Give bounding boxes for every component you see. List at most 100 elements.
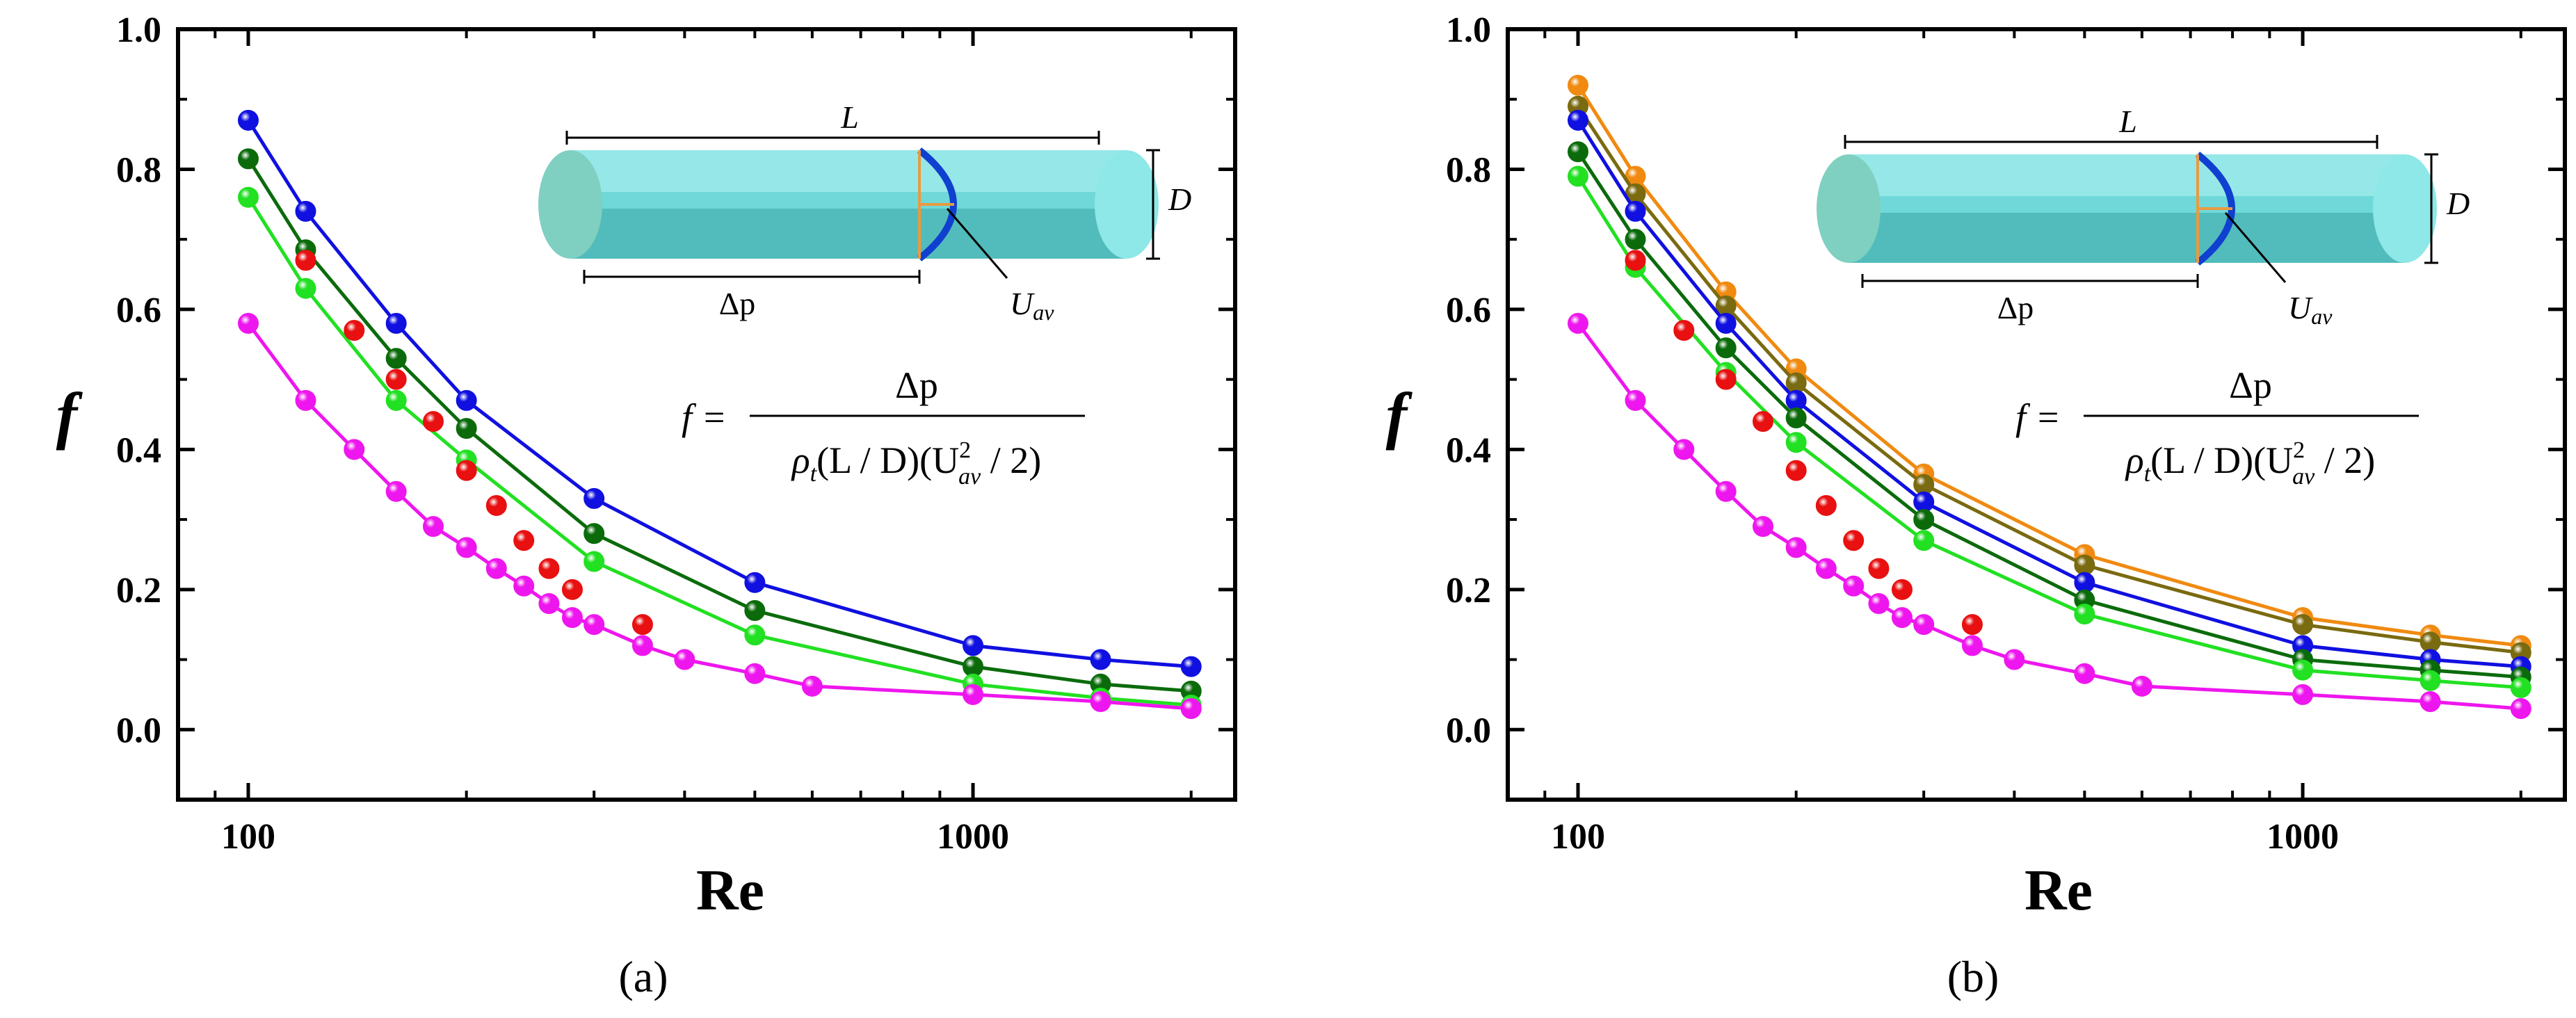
data-point [963,656,984,677]
data-point [1891,579,1913,600]
series-line [246,196,1191,707]
inset-pressure-label: Δp [1997,290,2034,325]
data-point [2510,698,2531,720]
panel-b: 0.0 0.2 0.4 0.6 0.8 1.0 100 1000 L D Δp Uav [1386,10,2567,1001]
data-point [744,600,766,622]
y-axis-title: f [1386,380,1413,451]
friction-equation: f = Δp ρt(L / D)(U2 av / 2) [2015,364,2419,490]
data-point [1180,656,1202,677]
data-point [1913,530,1935,551]
series-2 [237,186,1202,716]
data-point [2074,663,2095,684]
series-1 [1567,95,2531,663]
data-point [2420,631,2441,653]
data-point [1913,491,1935,512]
x-tick-label: 100 [1551,817,1605,857]
data-point [295,200,316,222]
data-point [1673,439,1695,460]
data-point [1785,389,1807,411]
plot-frame [176,27,1237,802]
data-point [538,558,560,579]
inset-diameter-label: D [1168,181,1191,217]
inset-pressure-label: Δp [719,286,756,321]
data-point [237,148,259,170]
plot-frame [1506,27,2567,802]
data-point [583,523,605,544]
y-tick-label: 0.6 [1446,291,1491,330]
inset-velocity-label: Uav [2288,290,2333,329]
data-point [1868,558,1890,579]
data-point [385,369,407,390]
data-point [456,460,477,481]
equation-numerator: Δp [895,364,938,406]
equation-lhs: f = [682,396,727,438]
data-point [801,675,823,697]
y-tick-label: 0.0 [1446,711,1491,750]
data-point [1961,614,1983,636]
data-point [2004,649,2025,670]
data-point [2510,677,2531,698]
data-point [237,313,259,334]
data-point [1868,592,1890,614]
data-point [1913,614,1935,636]
y-tick-label: 0.2 [1446,571,1491,611]
data-point [1891,607,1913,629]
data-point [2074,604,2095,625]
equation-denominator: ρt(L / D)(U2 av / 2) [2125,437,2375,490]
data-point [1913,509,1935,531]
data-point [583,487,605,509]
data-point [1567,141,1588,163]
data-point [422,411,444,433]
data-point [1752,516,1773,538]
friction-equation: f = Δp ρt(L / D)(U2 av / 2) [682,364,1085,490]
data-point [344,320,365,341]
data-point [385,313,407,334]
data-point [1625,200,1646,222]
y-tick-label: 1.0 [116,10,161,50]
data-point [583,614,605,636]
data-point [513,530,535,551]
data-point [2292,659,2314,681]
data-point [2131,675,2152,697]
data-point [744,624,766,646]
y-tick-label: 0.4 [116,430,161,470]
data-point [744,572,766,593]
data-point [1843,575,1865,597]
data-point [1785,372,1807,394]
y-tick-label: 1.0 [1446,10,1491,50]
series-5 [1625,250,1983,636]
data-point [1715,480,1737,502]
data-point [2420,690,2441,712]
data-point [2074,554,2095,576]
data-point [1567,165,1588,187]
series-4 [237,313,1202,720]
data-point [1090,690,1111,712]
data-point [385,348,407,369]
data-point [1785,537,1807,558]
data-point [583,551,605,572]
panel-label: (a) [618,952,668,1001]
equation-lhs: f = [2015,396,2061,438]
series-6 [1567,313,2531,720]
data-point [2292,684,2314,705]
data-point [295,389,316,411]
y-tick-label: 0.8 [1446,150,1491,190]
data-point [2420,670,2441,691]
data-point [1785,432,1807,453]
x-tick-label: 1000 [2267,817,2339,857]
data-point [561,579,583,600]
data-point [295,250,316,271]
inset-length-label: L [2118,104,2137,139]
data-point [295,277,316,299]
data-point [485,558,507,579]
data-point [456,418,477,439]
y-tick-label: 0.6 [116,291,161,330]
data-point [2074,572,2095,593]
data-point [1715,313,1737,334]
cylinder-inset: L D Δp Uav [1817,104,2470,329]
panel-a: 0.0 0.2 0.4 0.6 0.8 1.0 100 1000 L D Δp Uav [56,10,1237,1001]
data-point [237,109,259,131]
cylinder-inset: L D Δp Uav [538,99,1191,325]
data-point [674,649,695,670]
data-point [631,614,653,636]
